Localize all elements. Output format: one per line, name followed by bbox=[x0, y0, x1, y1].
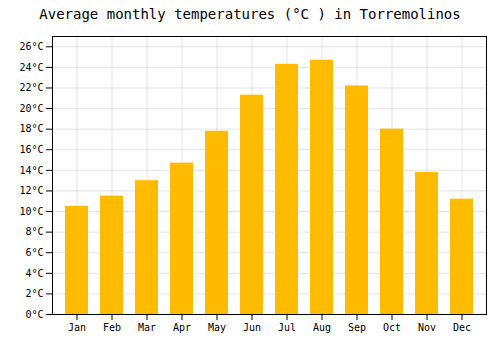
svg-text:10°C: 10°C bbox=[19, 206, 43, 217]
svg-text:Aug: Aug bbox=[313, 322, 331, 333]
svg-text:Dec: Dec bbox=[453, 322, 471, 333]
svg-text:Mar: Mar bbox=[138, 322, 156, 333]
svg-text:Jan: Jan bbox=[68, 322, 86, 333]
svg-text:16°C: 16°C bbox=[19, 144, 43, 155]
svg-text:26°C: 26°C bbox=[19, 41, 43, 52]
svg-text:18°C: 18°C bbox=[19, 123, 43, 134]
svg-text:12°C: 12°C bbox=[19, 185, 43, 196]
svg-text:20°C: 20°C bbox=[19, 103, 43, 114]
svg-text:2°C: 2°C bbox=[25, 288, 43, 299]
svg-text:6°C: 6°C bbox=[25, 247, 43, 258]
svg-text:Feb: Feb bbox=[103, 322, 121, 333]
svg-text:Oct: Oct bbox=[383, 322, 401, 333]
svg-text:14°C: 14°C bbox=[19, 165, 43, 176]
svg-text:24°C: 24°C bbox=[19, 62, 43, 73]
svg-text:Jul: Jul bbox=[278, 322, 296, 333]
svg-text:8°C: 8°C bbox=[25, 226, 43, 237]
svg-text:0°C: 0°C bbox=[25, 309, 43, 320]
svg-text:22°C: 22°C bbox=[19, 82, 43, 93]
html-text:Average monthly temperatures (: Average monthly temperatures (°C ) in To… bbox=[39, 6, 461, 22]
svg-text:May: May bbox=[208, 322, 226, 333]
svg-text:Sep: Sep bbox=[348, 322, 366, 333]
svg-text:Nov: Nov bbox=[418, 322, 436, 333]
svg-text:4°C: 4°C bbox=[25, 268, 43, 279]
svg-text:Apr: Apr bbox=[173, 322, 191, 333]
svg-text:Jun: Jun bbox=[243, 322, 261, 333]
